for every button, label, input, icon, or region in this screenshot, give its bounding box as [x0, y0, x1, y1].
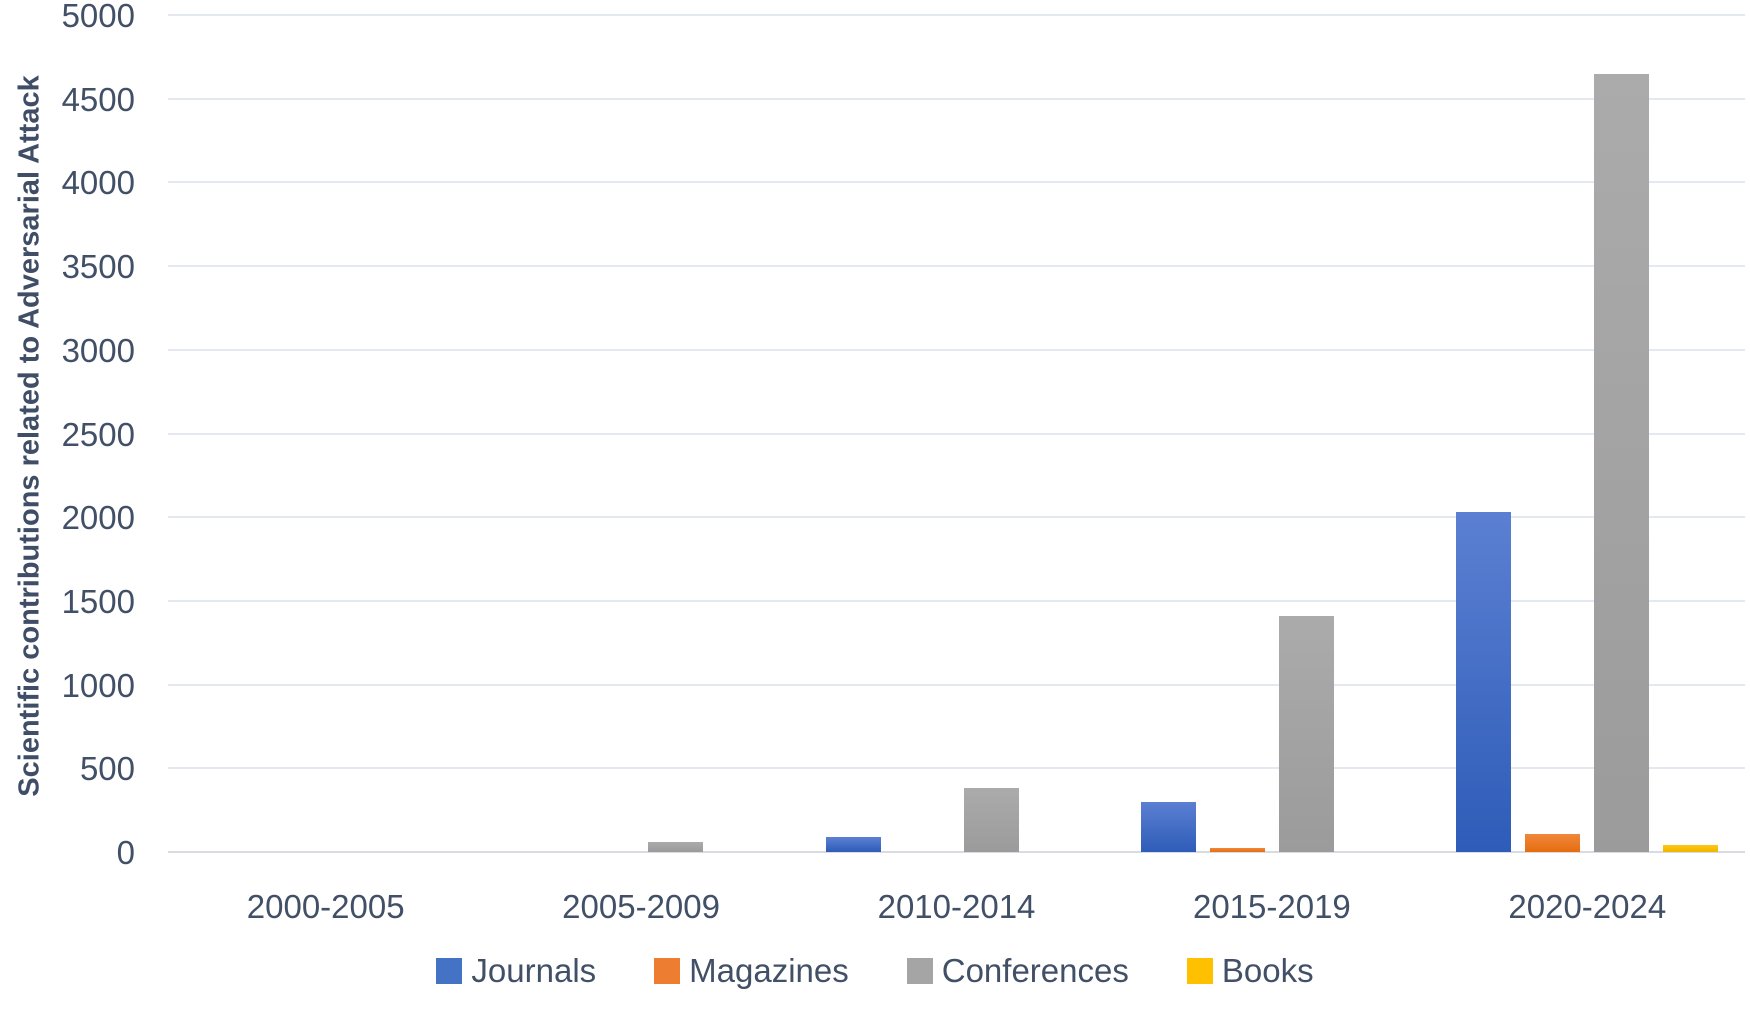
legend-item-magazines: Magazines: [654, 952, 849, 990]
x-tick-label: 2020-2024: [1508, 888, 1667, 925]
gridline: [168, 14, 1745, 16]
bar-magazines-2015-2019: [1210, 848, 1265, 852]
legend-label: Conferences: [941, 952, 1129, 989]
legend-swatch-icon: [654, 958, 681, 984]
x-tick-label: 2000-2005: [246, 888, 405, 925]
legend-item-conferences: Conferences: [906, 952, 1129, 990]
y-tick-label: 1000: [61, 666, 135, 704]
y-tick-label: 4000: [61, 164, 135, 202]
legend-item-books: Books: [1186, 952, 1314, 990]
bar-journals-2010-2014: [826, 837, 881, 852]
legend-item-journals: Journals: [436, 952, 596, 990]
y-tick-label: 500: [79, 750, 135, 788]
y-tick-label: 3500: [61, 248, 135, 286]
gridline: [168, 767, 1745, 770]
legend-swatch-icon: [1186, 958, 1213, 984]
x-tick-label: 2010-2014: [877, 888, 1036, 925]
y-tick-label: 3000: [61, 331, 135, 369]
y-tick-label: 0: [116, 834, 135, 871]
legend-swatch-icon: [436, 958, 463, 984]
bar-conferences-2020-2024: [1594, 74, 1649, 852]
legend-label: Books: [1221, 952, 1314, 989]
gridline: [168, 181, 1745, 184]
gridline: [168, 265, 1745, 268]
bar-conferences-2005-2009: [648, 842, 703, 852]
bar-magazines-2020-2024: [1525, 834, 1580, 852]
gridline: [168, 432, 1745, 435]
legend-label: Magazines: [689, 952, 849, 989]
bar-journals-2020-2024: [1456, 512, 1511, 852]
gridline: [168, 683, 1745, 686]
y-tick-label: 2000: [61, 499, 135, 537]
bar-conferences-2010-2014: [964, 788, 1019, 852]
y-tick-label: 4500: [61, 80, 135, 118]
x-tick-label: 2015-2019: [1192, 888, 1351, 925]
gridline: [168, 348, 1745, 351]
gridline: [168, 516, 1745, 519]
y-tick-label: 2500: [61, 415, 135, 453]
bar-books-2020-2024: [1663, 845, 1718, 852]
gridline: [168, 97, 1745, 100]
y-tick-label: 5000: [61, 0, 135, 34]
legend: Journals Magazines Conferences Books: [0, 952, 1750, 990]
legend-label: Journals: [471, 952, 597, 989]
y-tick-label: 1500: [61, 582, 135, 620]
bar-conferences-2015-2019: [1279, 616, 1334, 852]
gridline: [168, 599, 1745, 602]
bar-journals-2015-2019: [1141, 802, 1196, 852]
x-tick-label: 2005-2009: [562, 888, 721, 925]
legend-swatch-icon: [906, 958, 933, 984]
x-axis-baseline: [168, 851, 1745, 853]
